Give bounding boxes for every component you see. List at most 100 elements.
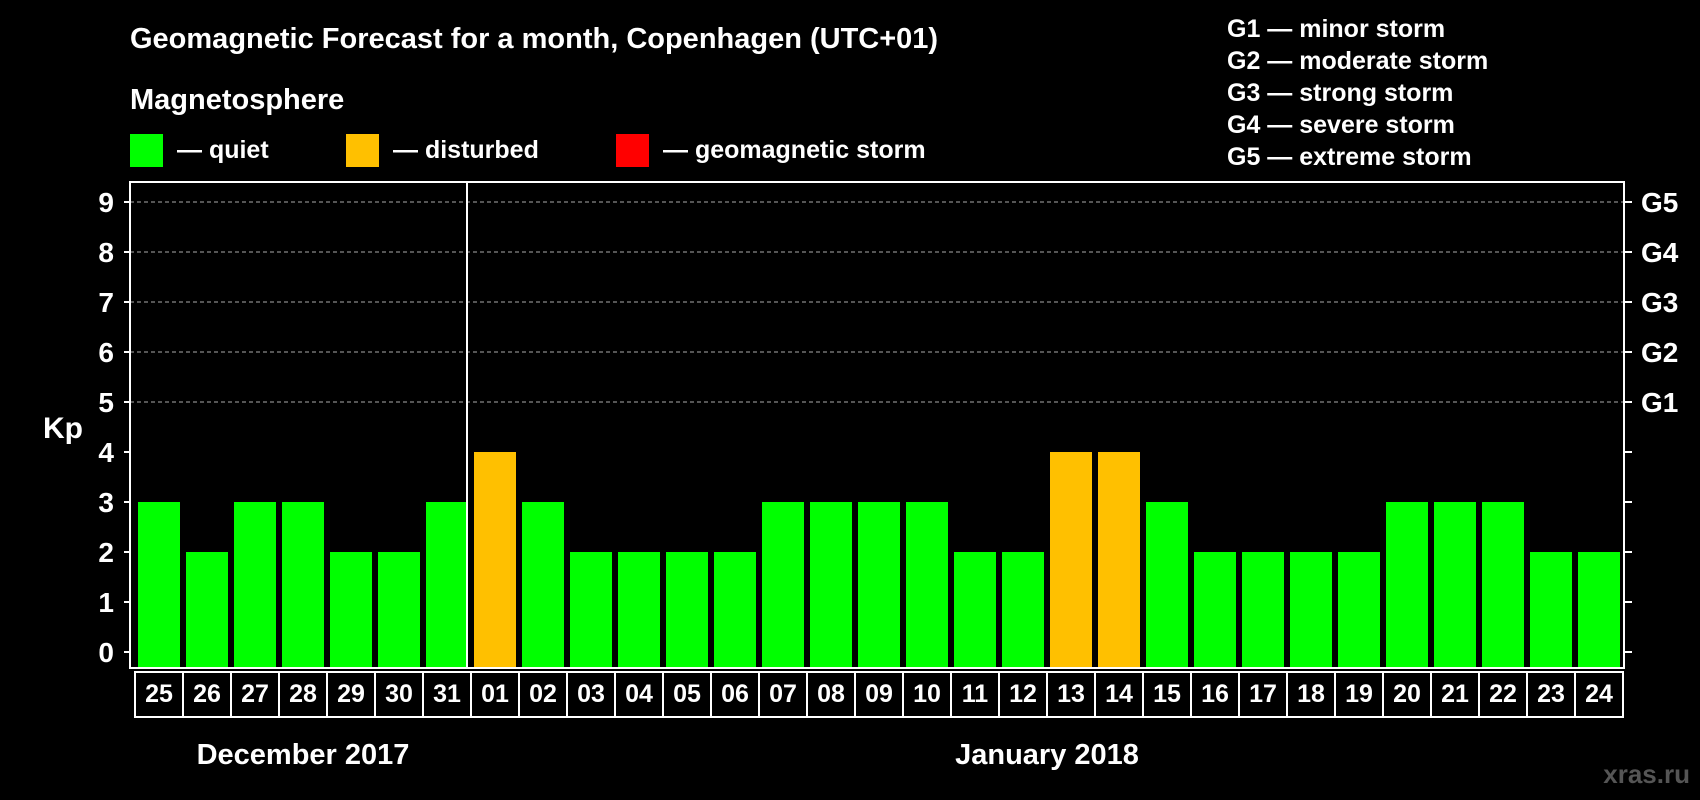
storm-scale-g5: G5 — extreme storm — [1227, 143, 1472, 171]
date-axis-box — [134, 671, 1624, 718]
bar-20 — [1386, 502, 1428, 667]
bar-07 — [762, 502, 804, 667]
bar-09 — [858, 502, 900, 667]
bars — [138, 452, 1620, 667]
bar-16 — [1194, 552, 1236, 667]
date-label-01: 01 — [481, 680, 509, 708]
legend-swatch-disturbed — [346, 134, 379, 167]
bar-05 — [666, 552, 708, 667]
date-label-22: 22 — [1489, 680, 1517, 708]
storm-scale-g3: G3 — strong storm — [1227, 79, 1453, 107]
y-tick-label-0: 0 — [98, 637, 114, 668]
bar-23 — [1530, 552, 1572, 667]
y-tick-label-6: 6 — [98, 337, 114, 368]
date-label-07: 07 — [769, 680, 797, 708]
bar-06 — [714, 552, 756, 667]
chart-subtitle: Magnetosphere — [130, 84, 344, 116]
date-label-04: 04 — [625, 680, 653, 708]
date-label-18: 18 — [1297, 680, 1325, 708]
y-tick-label-8: 8 — [98, 237, 114, 268]
bar-15 — [1146, 502, 1188, 667]
date-label-12: 12 — [1009, 680, 1037, 708]
bar-25 — [138, 502, 180, 667]
bar-10 — [906, 502, 948, 667]
date-label-02: 02 — [529, 680, 557, 708]
chart-title: Geomagnetic Forecast for a month, Copenh… — [130, 23, 938, 55]
date-label-25: 25 — [145, 680, 173, 708]
bar-21 — [1434, 502, 1476, 667]
bar-31 — [426, 502, 468, 667]
bar-29 — [330, 552, 372, 667]
y-tick-label-7: 7 — [98, 287, 114, 318]
date-label-09: 09 — [865, 680, 893, 708]
bar-17 — [1242, 552, 1284, 667]
date-label-05: 05 — [673, 680, 701, 708]
y-tick-label-5: 5 — [98, 387, 114, 418]
storm-scale-g2: G2 — moderate storm — [1227, 47, 1488, 75]
grid-lines — [130, 201, 1624, 403]
date-label-13: 13 — [1057, 680, 1085, 708]
legend-swatch-quiet — [130, 134, 163, 167]
date-label-03: 03 — [577, 680, 605, 708]
date-label-27: 27 — [241, 680, 269, 708]
date-label-11: 11 — [962, 680, 989, 708]
bar-14 — [1098, 452, 1140, 667]
date-axis: 25 26 27 28 29 30 31 01 02 03 04 05 06 07 08 09 10 11 12 13… — [134, 671, 1624, 718]
storm-scale-g1: G1 — minor storm — [1227, 15, 1445, 43]
g-tick-label-G2: G2 — [1641, 337, 1678, 368]
bar-04 — [618, 552, 660, 667]
date-label-31: 31 — [433, 680, 461, 708]
bar-13 — [1050, 452, 1092, 667]
bar-02 — [522, 502, 564, 667]
storm-scale-g4: G4 — severe storm — [1227, 111, 1455, 139]
bar-24 — [1578, 552, 1620, 667]
date-label-15: 15 — [1153, 680, 1181, 708]
bar-08 — [810, 502, 852, 667]
date-label-23: 23 — [1537, 680, 1565, 708]
month-label-1: January 2018 — [955, 739, 1139, 771]
date-label-28: 28 — [289, 680, 317, 708]
month-label-0: December 2017 — [197, 739, 410, 771]
g-tick-label-G4: G4 — [1641, 237, 1679, 268]
storm-scale: G1 — minor storm G2 — moderate storm G3 … — [1227, 15, 1488, 171]
date-label-10: 10 — [913, 680, 941, 708]
month-labels: December 2017 January 2018 — [197, 739, 1139, 771]
date-label-24: 24 — [1585, 680, 1613, 708]
date-label-21: 21 — [1441, 680, 1469, 708]
y-axis-label: Kp — [43, 412, 83, 445]
y-tick-label-1: 1 — [98, 587, 114, 618]
legend-label-disturbed: — disturbed — [393, 136, 539, 164]
bar-12 — [1002, 552, 1044, 667]
g-tick-label-G1: G1 — [1641, 387, 1678, 418]
bar-26 — [186, 552, 228, 667]
bar-11 — [954, 552, 996, 667]
bar-03 — [570, 552, 612, 667]
date-label-19: 19 — [1345, 680, 1373, 708]
g-tick-label-G3: G3 — [1641, 287, 1678, 318]
date-label-26: 26 — [193, 680, 221, 708]
date-label-29: 29 — [337, 680, 365, 708]
plot-frame — [129, 181, 1625, 669]
legend-label-quiet: — quiet — [177, 136, 269, 164]
bar-30 — [378, 552, 420, 667]
plot-border — [129, 181, 1625, 669]
date-label-16: 16 — [1201, 680, 1229, 708]
y-tick-label-2: 2 — [98, 537, 114, 568]
bar-01 — [474, 452, 516, 667]
bar-19 — [1338, 552, 1380, 667]
date-label-30: 30 — [385, 680, 413, 708]
g-ticks: G1 G2 G3 G4 G5 — [1624, 187, 1679, 418]
y-tick-label-3: 3 — [98, 487, 114, 518]
g-tick-label-G5: G5 — [1641, 187, 1678, 218]
y-tick-label-4: 4 — [98, 437, 114, 468]
legend: — quiet — disturbed — geomagnetic storm — [130, 134, 926, 167]
date-label-06: 06 — [721, 680, 749, 708]
watermark: xras.ru — [1603, 759, 1690, 789]
legend-label-storm: — geomagnetic storm — [663, 136, 926, 164]
date-label-08: 08 — [817, 680, 845, 708]
y-tick-label-9: 9 — [98, 187, 114, 218]
date-label-20: 20 — [1393, 680, 1421, 708]
bar-27 — [234, 502, 276, 667]
y-ticks: 0 1 2 3 4 5 6 7 8 9 — [98, 187, 1632, 668]
